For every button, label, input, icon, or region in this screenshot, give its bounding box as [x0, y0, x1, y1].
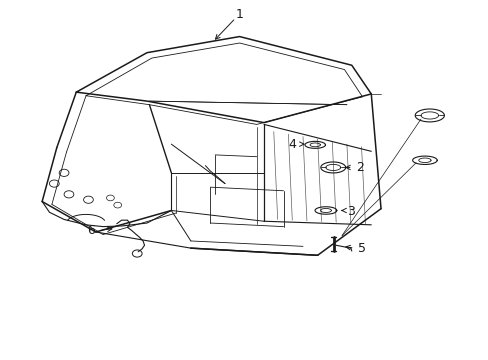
Text: 3: 3	[346, 205, 354, 218]
Text: 1: 1	[235, 8, 243, 21]
Text: 4: 4	[288, 138, 296, 150]
Text: 2: 2	[355, 161, 363, 174]
Text: 6: 6	[87, 224, 95, 238]
Text: 5: 5	[357, 242, 365, 255]
